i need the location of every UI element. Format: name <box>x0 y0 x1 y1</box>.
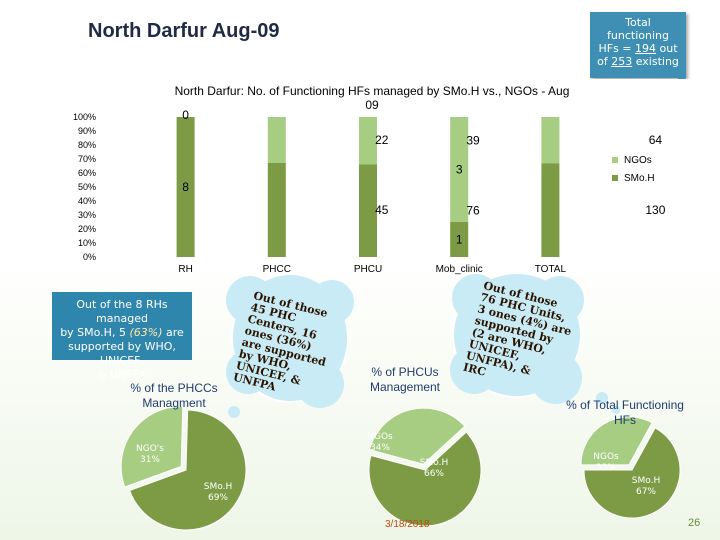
x-tick-label: RH <box>178 264 192 275</box>
total-hfs-callout: Total functioning HFs = 194 out of 253 e… <box>590 12 686 78</box>
x-tick-label: Mob_clinic <box>436 264 483 275</box>
y-tick-label: 80% <box>78 140 96 150</box>
phcu-ngo-label: NGOs 34% <box>367 432 393 453</box>
slide-title: North Darfur Aug-09 <box>88 20 280 42</box>
bar-marks <box>176 117 560 257</box>
pie-slice <box>583 427 681 519</box>
phcc-pie-title: % of the PHCCs Managment <box>130 381 218 410</box>
bar-smoh <box>359 164 377 257</box>
bar-ngos <box>450 117 469 222</box>
y-tick-label: 50% <box>78 182 96 192</box>
phcc-note-cloud <box>218 273 354 434</box>
pie-slice <box>128 409 247 531</box>
bar-chart-title: North Darfur: No. of Functioning HFs man… <box>175 84 570 98</box>
legend-swatch <box>612 157 618 163</box>
bar-label-smoh: 45 <box>375 203 389 217</box>
bar-ngos <box>541 117 560 164</box>
pie-slice <box>580 416 653 466</box>
y-tick-label: 100% <box>73 112 96 122</box>
callout-line-3: HFs = 194 out <box>598 42 678 55</box>
callout-line-1: Total <box>625 16 651 29</box>
bar-label-ngos: 22 <box>375 133 389 147</box>
bar-chart-legend: NGOs SMo.H <box>612 155 655 184</box>
rh-note-percent: (63%) <box>129 326 163 339</box>
total-pie-title: % of Total Functioning HFs <box>566 398 684 427</box>
rh-note-text: Out of the 8 RHs managed by SMo.H, 5 (63… <box>60 298 184 381</box>
y-tick-label: 10% <box>78 238 96 248</box>
pie-slice <box>368 431 482 527</box>
pie-slice <box>120 406 184 488</box>
bar-data-labels: 8 0 45 22 76 39 1 3 130 64 <box>182 108 665 247</box>
bar-ngos <box>359 117 377 165</box>
bar-smoh <box>176 117 195 257</box>
bar-label-ngos: 39 <box>466 134 480 148</box>
y-tick-label: 30% <box>78 210 96 220</box>
y-tick-label: 70% <box>78 154 96 164</box>
page-number: 26 <box>688 517 701 529</box>
bar-label-ngos: 3 <box>456 163 463 177</box>
bar-label-smoh: 130 <box>645 203 665 217</box>
phcc-management-pie <box>120 406 247 531</box>
y-tick-label: 90% <box>78 126 96 136</box>
rh-note-box <box>52 292 192 360</box>
callout-functioning-count: 194 <box>635 42 657 55</box>
phcu-smoh-label: SMo.H 66% <box>419 458 449 479</box>
total-ngo-label: NGOs 33% <box>593 452 619 473</box>
callout-line-4: of 253 existing <box>597 55 679 68</box>
phcu-note-cloud <box>450 272 620 414</box>
y-tick-label: 40% <box>78 196 96 206</box>
y-tick-label: 0% <box>83 252 96 262</box>
stacked-bar-chart: North Darfur: No. of Functioning HFs man… <box>57 79 690 275</box>
phcu-management-pie <box>368 407 482 527</box>
callout-existing-count: 253 <box>611 55 633 68</box>
y-tick-label: 20% <box>78 224 96 234</box>
bar-ngos <box>267 117 286 163</box>
legend-label: SMo.H <box>624 173 655 184</box>
bar-label-smoh: 8 <box>182 180 189 194</box>
legend-swatch <box>612 175 618 181</box>
x-axis-labels: RH PHCC PHCU Mob_clinic TOTAL <box>178 264 566 275</box>
x-tick-label: PHCC <box>263 264 291 275</box>
bar-chart-title-line-2: 09 <box>365 98 379 112</box>
bar-smoh <box>541 163 560 257</box>
bar-label-smoh: 1 <box>456 233 463 247</box>
x-tick-label: PHCU <box>354 264 382 275</box>
bar-label-ngos: 64 <box>649 133 663 147</box>
total-functioning-hfs-pie <box>580 416 681 519</box>
y-axis-ticks: 100% 90% 80% 70% 60% 50% 40% 30% 20% 10% 0% <box>73 112 96 262</box>
x-tick-label: TOTAL <box>535 264 567 275</box>
phcc-ngo-label: NGO's 31% <box>136 444 164 465</box>
bar-label-ngos: 0 <box>182 108 189 122</box>
phcu-pie-title: % of PHCUs Management <box>369 365 441 394</box>
y-tick-label: 60% <box>78 168 96 178</box>
bar-smoh <box>450 222 469 257</box>
pie-slice <box>368 407 466 465</box>
legend-label: NGOs <box>624 155 652 166</box>
phcc-smoh-label: SMo.H 69% <box>203 482 233 503</box>
bar-smoh <box>267 162 286 257</box>
callout-line-2: functioning <box>607 29 669 42</box>
footer-date: 3/18/2018 <box>385 519 430 530</box>
bar-label-smoh: 76 <box>466 204 480 218</box>
total-smoh-label: SMo.H 67% <box>631 476 661 497</box>
